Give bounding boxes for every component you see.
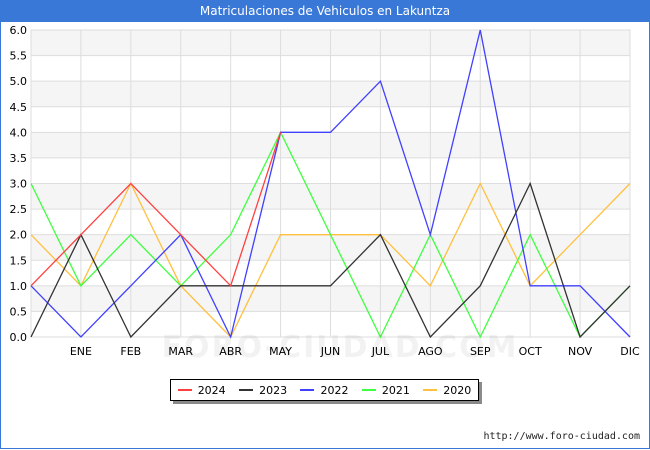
x-tick-label: ENE [70, 345, 92, 358]
y-tick-label: 2.5 [10, 203, 28, 216]
x-tick-label: MAR [168, 345, 193, 358]
y-tick-label: 0.0 [10, 331, 28, 344]
x-tick-label: OCT [519, 345, 542, 358]
x-tick-label: DIC [620, 345, 640, 358]
legend-label: 2021 [381, 383, 410, 397]
y-tick-label: 3.0 [10, 178, 28, 191]
legend-swatch [423, 389, 438, 391]
legend: 2024 2023 2022 2021 2020 [170, 379, 479, 401]
y-tick-label: 1.0 [10, 280, 28, 293]
legend-label: 2020 [443, 383, 472, 397]
series-line-2022 [30, 29, 631, 339]
legend-swatch [177, 389, 192, 391]
series-line-2024 [30, 132, 282, 288]
y-tick-label: 5.5 [10, 50, 28, 63]
x-tick-label: JUN [320, 345, 341, 358]
x-tick-label: MAY [269, 345, 292, 358]
y-tick-label: 1.5 [10, 254, 28, 267]
legend-label: 2023 [259, 383, 288, 397]
x-tick-label: SEP [470, 345, 491, 358]
x-tick-label: JUL [371, 345, 390, 358]
y-tick-label: 4.0 [10, 126, 28, 139]
legend-swatch [361, 389, 376, 391]
x-tick-label: FEB [120, 345, 141, 358]
source-url: http://www.foro-ciudad.com [483, 431, 640, 442]
legend-label: 2024 [197, 383, 226, 397]
legend-item-2022: 2022 [300, 384, 348, 397]
legend-item-2024: 2024 [177, 383, 226, 397]
y-tick-label: 2.0 [10, 229, 28, 242]
chart-title: Matriculaciones de Vehiculos en Lakuntza [0, 0, 650, 22]
x-tick-label: AGO [418, 345, 443, 358]
y-tick-label: 6.0 [10, 24, 28, 37]
y-tick-label: 5.0 [10, 75, 28, 88]
legend-swatch [300, 389, 315, 391]
x-tick-label: ABR [219, 345, 242, 358]
legend-item-2023: 2023 [239, 384, 287, 397]
x-tick-label: NOV [568, 345, 593, 358]
legend-item-2021: 2021 [361, 383, 410, 397]
legend-label: 2022 [320, 383, 349, 397]
watermark: FORO-CIUDAD.COM [161, 330, 519, 365]
series-line-2023 [30, 181, 631, 339]
series-line-2021 [30, 130, 631, 339]
y-tick-label: 0.5 [10, 305, 28, 318]
legend-swatch [239, 389, 254, 391]
y-tick-label: 3.5 [10, 152, 28, 165]
y-tick-label: 4.5 [10, 101, 28, 114]
legend-item-2020: 2020 [423, 384, 471, 397]
